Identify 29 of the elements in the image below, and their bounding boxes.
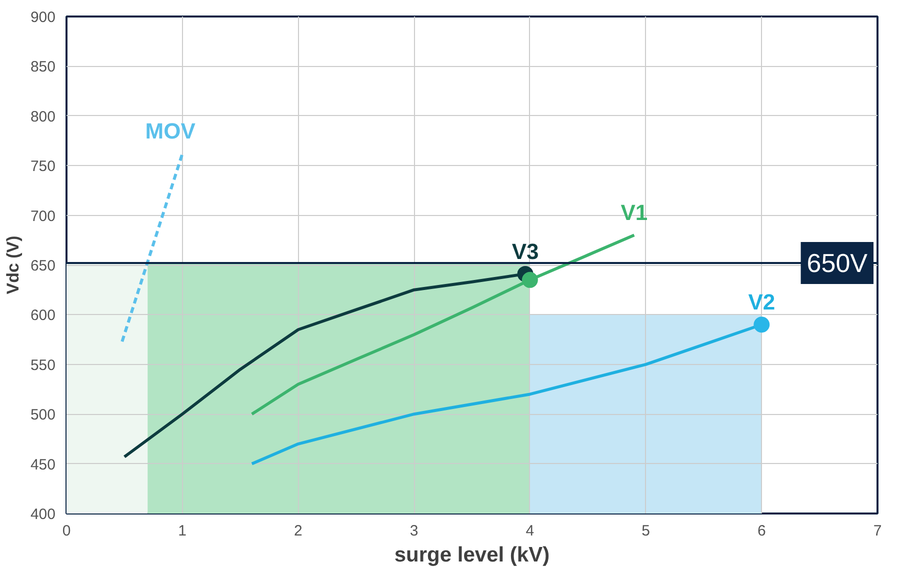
y-tick-label: 900	[30, 9, 56, 26]
y-tick-label: 450	[30, 456, 56, 474]
x-tick-label: 5	[642, 522, 650, 540]
y-tick-label: 400	[30, 506, 56, 523]
y-tick-label: 850	[30, 58, 56, 76]
x-axis-title: surge level (kV)	[394, 544, 550, 566]
x-tick-label: 1	[178, 522, 187, 540]
point	[754, 316, 770, 333]
y-tick-label: 700	[30, 208, 56, 225]
y-tick-label: 800	[30, 108, 56, 126]
y-tick-label: 750	[30, 158, 56, 176]
y-tick-label: 600	[30, 307, 56, 324]
series-label: MOV	[145, 118, 196, 144]
series-label: V1	[620, 200, 648, 226]
series-label: V2	[748, 290, 776, 315]
x-tick-label: 7	[873, 522, 882, 540]
y-tick-label: 650	[30, 258, 56, 274]
y-tick-label: 550	[30, 356, 56, 374]
x-tick-label: 3	[410, 522, 418, 540]
series-label: V3	[512, 238, 539, 264]
ref-line-label: 650V	[806, 248, 868, 278]
line-series	[250, 234, 636, 416]
x-tick-label: 0	[62, 522, 71, 540]
y-tick-label: 500	[30, 406, 56, 424]
y-axis-title: Vdc (V)	[3, 236, 22, 294]
point	[522, 272, 538, 288]
x-tick-label: 6	[757, 522, 766, 540]
x-tick-label: 4	[526, 522, 534, 540]
x-tick-label: 2	[294, 522, 302, 540]
